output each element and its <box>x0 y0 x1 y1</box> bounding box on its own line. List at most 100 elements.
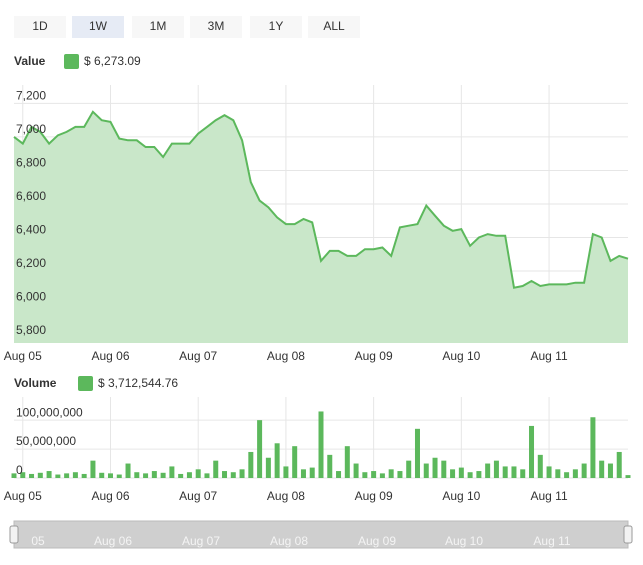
volume-bar <box>344 446 350 478</box>
navigator-handle[interactable] <box>623 525 633 544</box>
volume-bar <box>537 454 543 478</box>
volume-bar <box>511 466 517 478</box>
button-label[interactable]: 1Y <box>269 19 284 33</box>
navigator-label: 05 <box>31 534 45 548</box>
volume-bar <box>450 469 456 478</box>
range-button[interactable]: 3M <box>190 16 242 38</box>
navigator-label: Aug 08 <box>270 534 308 548</box>
button-bg[interactable] <box>250 16 302 38</box>
volume-bar <box>230 472 236 478</box>
x-tick-label: Aug 06 <box>91 489 129 503</box>
button-label[interactable]: 1W <box>89 19 108 33</box>
volume-bar <box>590 417 596 478</box>
x-tick-label: Aug 11 <box>530 349 567 363</box>
volume-bar <box>467 472 473 478</box>
volume-bar <box>546 466 552 478</box>
volume-bar <box>20 472 26 478</box>
x-tick-label: Aug 08 <box>267 489 305 503</box>
range-button[interactable]: ALL <box>308 16 360 38</box>
range-button[interactable]: 1M <box>132 16 184 38</box>
range-button[interactable]: 1Y <box>250 16 302 38</box>
legend-swatch <box>64 54 79 69</box>
volume-bar <box>90 460 96 478</box>
volume-bar <box>116 474 122 478</box>
volume-bar <box>485 463 491 478</box>
volume-bar <box>257 420 263 478</box>
x-tick-label: Aug 07 <box>179 489 217 503</box>
volume-bar <box>160 472 166 478</box>
button-label[interactable]: ALL <box>323 19 345 33</box>
x-tick-label: Aug 10 <box>442 349 480 363</box>
y-tick-label: 6,800 <box>16 156 46 170</box>
volume-bar <box>99 472 105 478</box>
button-bg[interactable] <box>132 16 184 38</box>
x-tick-label: Aug 09 <box>355 349 393 363</box>
volume-bar <box>309 467 315 478</box>
button-label[interactable]: 1M <box>150 19 167 33</box>
button-label[interactable]: 1D <box>32 19 48 33</box>
navigator-label: Aug 06 <box>94 534 132 548</box>
button-label[interactable]: 3M <box>208 19 225 33</box>
volume-bar <box>458 467 464 478</box>
volume-bar <box>213 460 219 478</box>
y-tick-label: 6,400 <box>16 223 46 237</box>
x-tick-label: Aug 05 <box>4 349 42 363</box>
volume-bar <box>327 454 333 478</box>
volume-bar <box>388 469 394 478</box>
y-tick-label: 50,000,000 <box>16 434 76 448</box>
volume-bar <box>406 460 412 478</box>
volume-bar <box>362 472 368 478</box>
y-tick-label: 100,000,000 <box>16 405 83 419</box>
volume-bar <box>265 457 271 478</box>
x-tick-label: Aug 09 <box>355 489 393 503</box>
volume-bar <box>625 475 631 478</box>
volume-bar <box>520 469 526 478</box>
y-tick-label: 7,200 <box>16 89 46 103</box>
navigator-label: Aug 09 <box>358 534 396 548</box>
volume-bar <box>72 472 78 478</box>
volume-bar <box>292 446 298 478</box>
button-bg[interactable] <box>190 16 242 38</box>
volume-bar <box>55 474 61 478</box>
volume-bar <box>414 428 420 478</box>
volume-bar <box>493 460 499 478</box>
volume-bar <box>178 473 184 478</box>
volume-bar <box>134 472 140 478</box>
y-tick-label: 0 <box>16 463 23 477</box>
volume-bar <box>204 473 210 478</box>
legend-value: $ 3,712,544.76 <box>98 376 178 390</box>
volume-bar <box>441 460 447 478</box>
button-bg[interactable] <box>72 16 124 38</box>
button-bg[interactable] <box>14 16 66 38</box>
x-tick-label: Aug 05 <box>4 489 42 503</box>
volume-bar <box>432 457 438 478</box>
range-button[interactable]: 1D <box>14 16 66 38</box>
volume-bar <box>616 451 622 478</box>
navigator <box>13 520 629 549</box>
volume-bar <box>274 443 280 478</box>
volume-bar <box>581 463 587 478</box>
volume-bar <box>529 425 535 478</box>
volume-bar <box>555 469 561 478</box>
volume-bar <box>222 471 228 478</box>
volume-bar <box>125 463 131 478</box>
volume-bar <box>107 473 113 478</box>
volume-bar <box>379 473 385 478</box>
volume-bar <box>248 451 254 478</box>
volume-bar <box>81 473 87 478</box>
area-fill <box>14 111 628 343</box>
navigator-handle[interactable] <box>9 525 19 544</box>
volume-bar <box>169 466 175 478</box>
range-button[interactable]: 1W <box>72 16 124 38</box>
x-tick-label: Aug 07 <box>179 349 217 363</box>
volume-bar <box>29 473 35 478</box>
volume-bar <box>239 469 245 478</box>
legend-name: Volume <box>14 376 57 390</box>
button-bg[interactable] <box>308 16 360 38</box>
volume-bar <box>195 469 201 478</box>
volume-bar <box>397 471 403 478</box>
volume-bar <box>186 472 192 478</box>
navigator-label: Aug 07 <box>182 534 220 548</box>
volume-bar <box>11 473 17 478</box>
